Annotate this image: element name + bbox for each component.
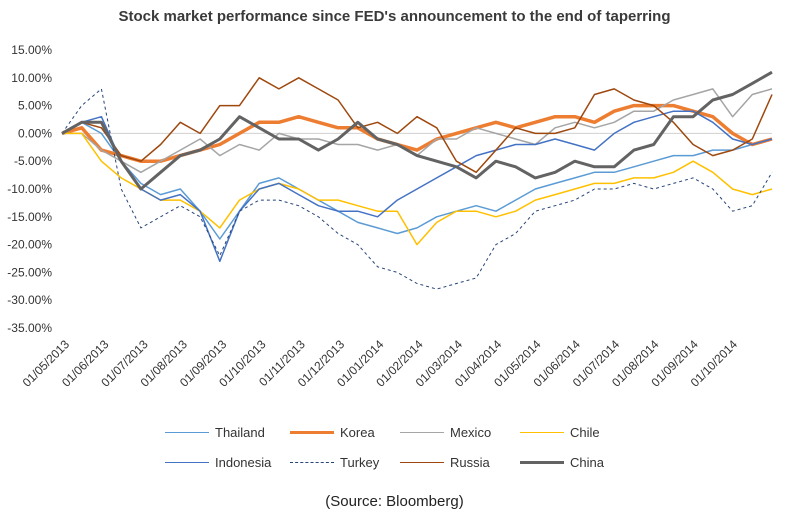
y-tick-label: 10.00% xyxy=(11,71,52,85)
legend-swatch xyxy=(400,432,444,433)
y-tick-label: -5.00% xyxy=(14,154,52,168)
legend-swatch xyxy=(165,462,209,463)
legend-label: China xyxy=(570,455,604,470)
series-line-thailand xyxy=(61,121,773,240)
legend-label: Chile xyxy=(570,425,600,440)
legend-swatch xyxy=(520,461,564,464)
y-tick-label: -10.00% xyxy=(7,182,52,196)
legend-item-china: China xyxy=(520,455,604,470)
legend-swatch xyxy=(290,431,334,434)
legend-item-russia: Russia xyxy=(400,455,490,470)
series-lines xyxy=(61,70,773,290)
legend-item-korea: Korea xyxy=(290,425,375,440)
legend-item-mexico: Mexico xyxy=(400,425,491,440)
chart-title: Stock market performance since FED's ann… xyxy=(118,8,671,25)
legend-swatch xyxy=(290,462,334,463)
legend-item-turkey: Turkey xyxy=(290,455,379,470)
legend-swatch xyxy=(520,432,564,433)
y-tick-label: 0.00% xyxy=(18,126,52,140)
legend-label: Korea xyxy=(340,425,375,440)
legend-label: Mexico xyxy=(450,425,492,440)
y-tick-label: -25.00% xyxy=(7,265,52,279)
legend-item-indonesia: Indonesia xyxy=(165,455,271,470)
series-line-chile xyxy=(62,132,773,246)
legend-item-chile: Chile xyxy=(520,425,600,440)
legend-swatch xyxy=(165,432,209,433)
y-tick-label: -30.00% xyxy=(7,293,52,307)
y-tick-label: -15.00% xyxy=(7,210,52,224)
x-axis: 01/05/201301/06/201301/07/201301/08/2013… xyxy=(20,337,741,390)
series-line-indonesia xyxy=(61,110,773,263)
y-tick-label: -35.00% xyxy=(7,321,52,335)
legend-swatch xyxy=(400,462,444,463)
y-tick-label: 5.00% xyxy=(18,99,52,113)
series-line-russia xyxy=(61,77,773,174)
legend-item-thailand: Thailand xyxy=(165,425,265,440)
source-note: (Source: Bloomberg) xyxy=(325,493,464,510)
series-line-china xyxy=(61,70,773,191)
y-tick-label: 15.00% xyxy=(11,43,52,57)
y-tick-label: -20.00% xyxy=(7,238,52,252)
legend-label: Russia xyxy=(450,455,490,470)
y-axis: 15.00% 10.00% 5.00% 0.00% -5.00% -10.00% -15.0… xyxy=(7,43,52,335)
series-line-turkey xyxy=(61,88,773,290)
legend-label: Thailand xyxy=(215,425,265,440)
legend-label: Indonesia xyxy=(215,455,272,470)
legend-label: Turkey xyxy=(340,455,380,470)
